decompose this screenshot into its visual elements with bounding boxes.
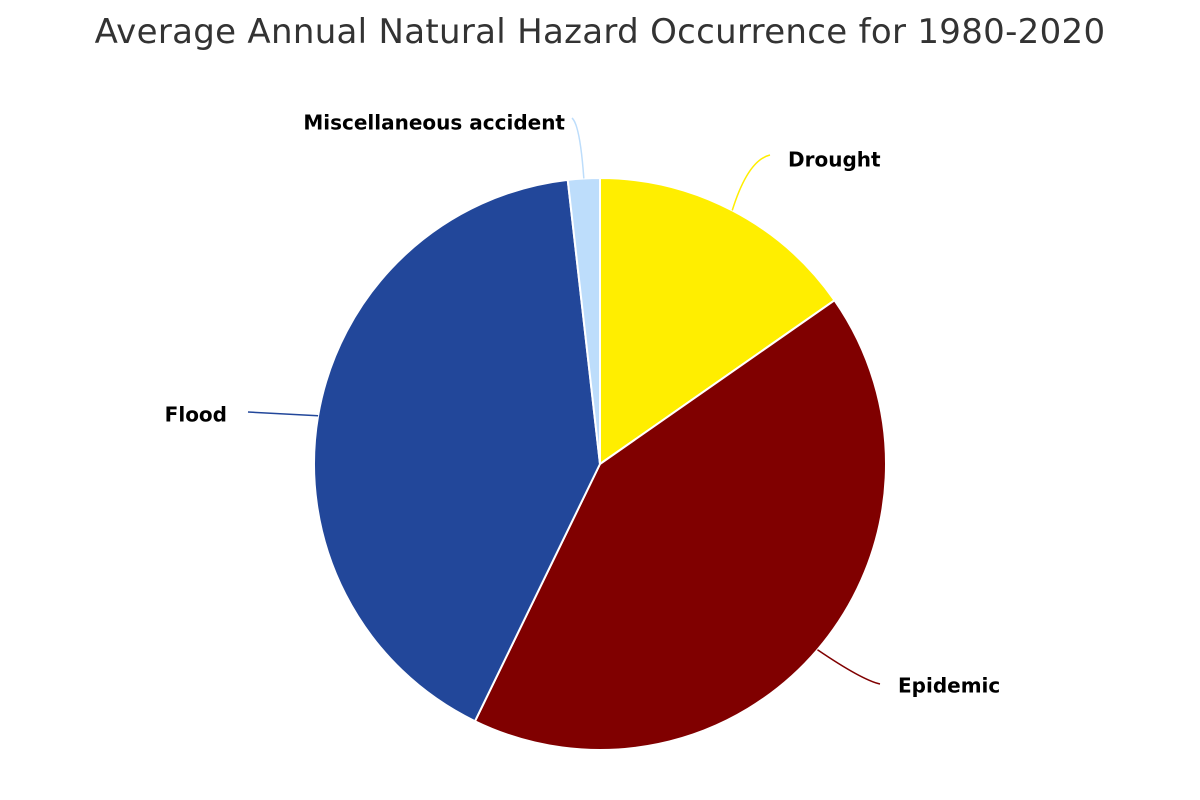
slice-labels: Drought Epidemic Flood Miscellaneous accide… bbox=[165, 111, 1001, 698]
leader-line-drought bbox=[731, 154, 771, 211]
slice-label-flood: Flood bbox=[165, 403, 227, 427]
chart-title: Average Annual Natural Hazard Occurrence… bbox=[94, 12, 1106, 52]
pie-slice-flood bbox=[312, 178, 602, 723]
leader-lines bbox=[247, 117, 881, 685]
pie-slices bbox=[312, 176, 887, 751]
slice-label-miscellaneous-accident: Miscellaneous accident bbox=[303, 111, 565, 135]
leader-line-miscellaneous-accident bbox=[571, 117, 585, 179]
leader-line-flood bbox=[247, 411, 319, 417]
leader-line-epidemic bbox=[817, 649, 881, 685]
slice-label-drought: Drought bbox=[788, 148, 881, 172]
slice-label-epidemic: Epidemic bbox=[898, 674, 1000, 698]
